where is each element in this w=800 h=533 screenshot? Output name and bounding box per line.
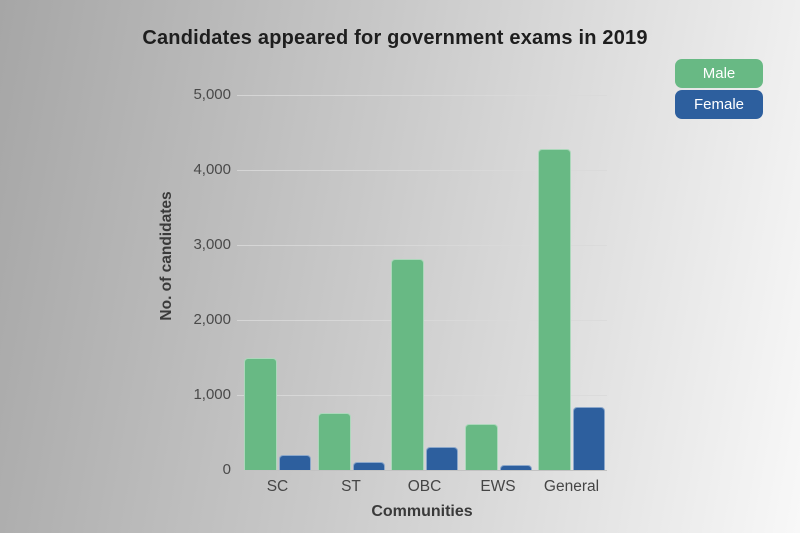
gridline-0	[237, 470, 607, 471]
bar-female-ews[interactable]	[499, 464, 532, 470]
bar-male-st[interactable]	[317, 413, 351, 470]
bar-male-general[interactable]	[538, 149, 571, 470]
chart-title: Candidates appeared for government exams…	[142, 27, 648, 49]
legend-item-male[interactable]: Male	[675, 59, 763, 88]
y-tick-label-5000: 5,000	[193, 86, 231, 103]
bar-female-general[interactable]	[573, 407, 605, 470]
legend-item-female[interactable]: Female	[675, 90, 763, 119]
gridline-5000	[237, 95, 607, 96]
legend: Male Female	[675, 59, 763, 119]
y-tick-label-0: 0	[222, 461, 231, 478]
y-tick-label-2000: 2,000	[193, 311, 231, 328]
x-tick-label-sc: SC	[266, 478, 289, 495]
bar-female-obc[interactable]	[426, 446, 458, 470]
y-tick-label-1000: 1,000	[193, 386, 231, 403]
gridline-3000	[237, 245, 607, 246]
legend-label-female: Female	[693, 96, 745, 113]
bar-male-sc[interactable]	[244, 357, 277, 470]
x-axis-title: Communities	[371, 503, 473, 520]
legend-label-male: Male	[702, 65, 736, 82]
y-tick-label-4000: 4,000	[193, 161, 231, 178]
x-tick-label-general: General	[543, 478, 600, 495]
bar-female-sc[interactable]	[279, 455, 311, 470]
x-tick-label-ews: EWS	[480, 478, 516, 495]
y-tick-label-3000: 3,000	[193, 236, 231, 253]
x-tick-label-obc: OBC	[407, 478, 442, 495]
x-tick-label-st: ST	[341, 478, 361, 495]
bar-male-ews[interactable]	[464, 423, 498, 470]
plot-area: 0 1,000 2,000 3,000 4,000 5,000 SC ST OBC EWS Gene…	[193, 86, 607, 495]
gridline-4000	[237, 170, 607, 171]
bar-male-obc[interactable]	[391, 258, 424, 470]
bar-female-st[interactable]	[352, 461, 385, 470]
